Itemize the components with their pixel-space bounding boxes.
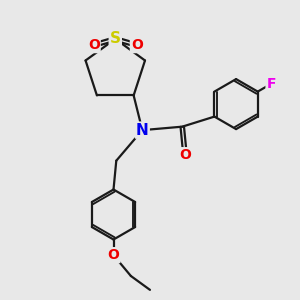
Text: O: O xyxy=(108,248,119,262)
Text: O: O xyxy=(88,38,100,52)
Text: O: O xyxy=(131,38,143,52)
Text: O: O xyxy=(179,148,191,162)
Text: N: N xyxy=(136,123,149,138)
Text: S: S xyxy=(110,32,121,46)
Text: F: F xyxy=(266,77,276,91)
